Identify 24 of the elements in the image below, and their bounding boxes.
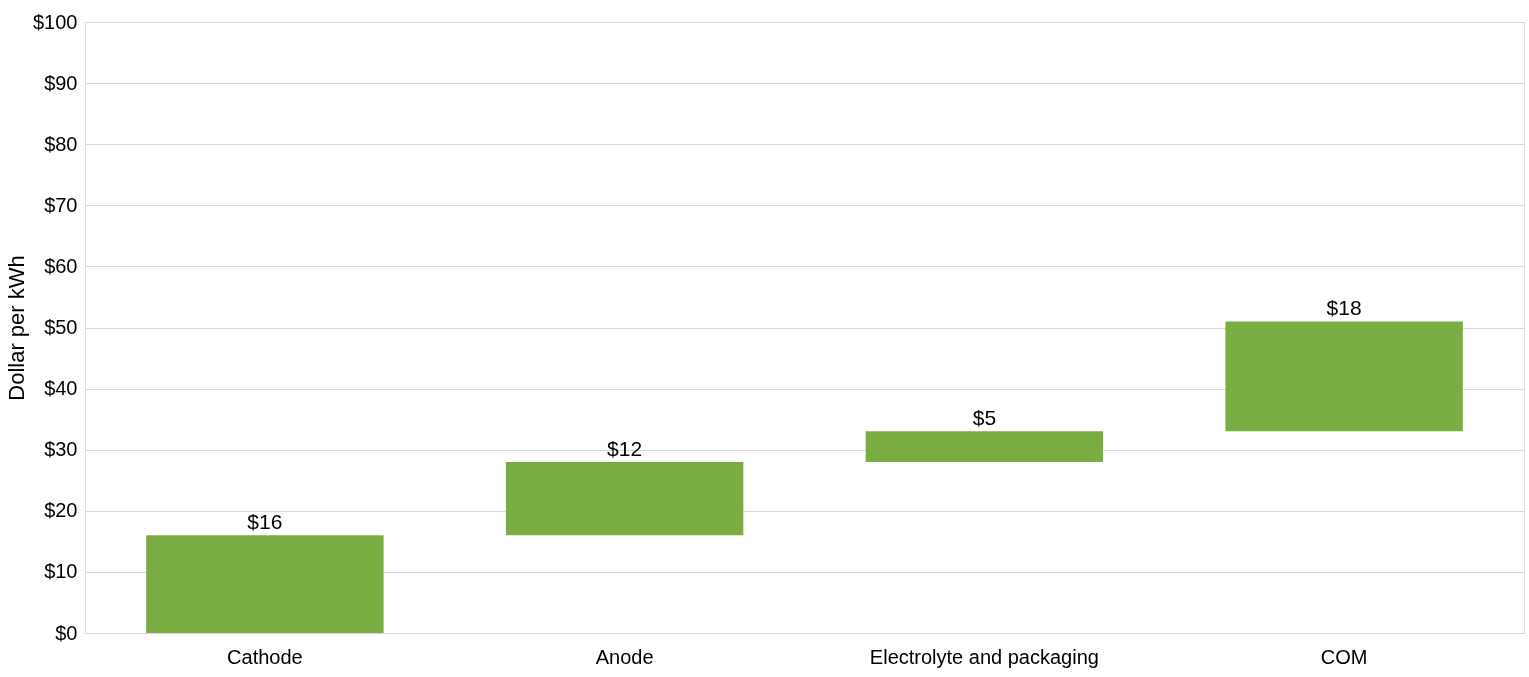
- data-label: $12: [607, 436, 643, 460]
- x-tick-label: COM: [1320, 645, 1368, 668]
- y-tick-label: $80: [44, 132, 78, 155]
- y-tick-label: $20: [44, 499, 78, 522]
- y-tick-label: $100: [33, 10, 78, 33]
- bar: [865, 431, 1104, 462]
- x-tick-label: Electrolyte and packaging: [869, 645, 1099, 668]
- x-tick-label: Anode: [595, 645, 654, 668]
- data-label: $18: [1326, 296, 1362, 320]
- y-tick-label: $30: [44, 438, 78, 461]
- bar: [146, 535, 384, 633]
- x-tick-label: Cathode: [227, 645, 303, 668]
- y-tick-label: $50: [44, 316, 78, 338]
- bar: [505, 461, 744, 536]
- y-tick-label: $60: [44, 254, 78, 277]
- y-tick-label: $70: [44, 193, 78, 216]
- y-axis-title: Dollar per kWh: [4, 255, 30, 401]
- data-label: $16: [247, 510, 283, 534]
- y-tick-label: $0: [55, 621, 78, 644]
- y-tick-label: $10: [44, 560, 78, 583]
- data-label: $5: [972, 406, 997, 430]
- y-tick-label: $40: [44, 377, 78, 400]
- bar: [1225, 321, 1463, 432]
- y-tick-label: $90: [44, 71, 78, 94]
